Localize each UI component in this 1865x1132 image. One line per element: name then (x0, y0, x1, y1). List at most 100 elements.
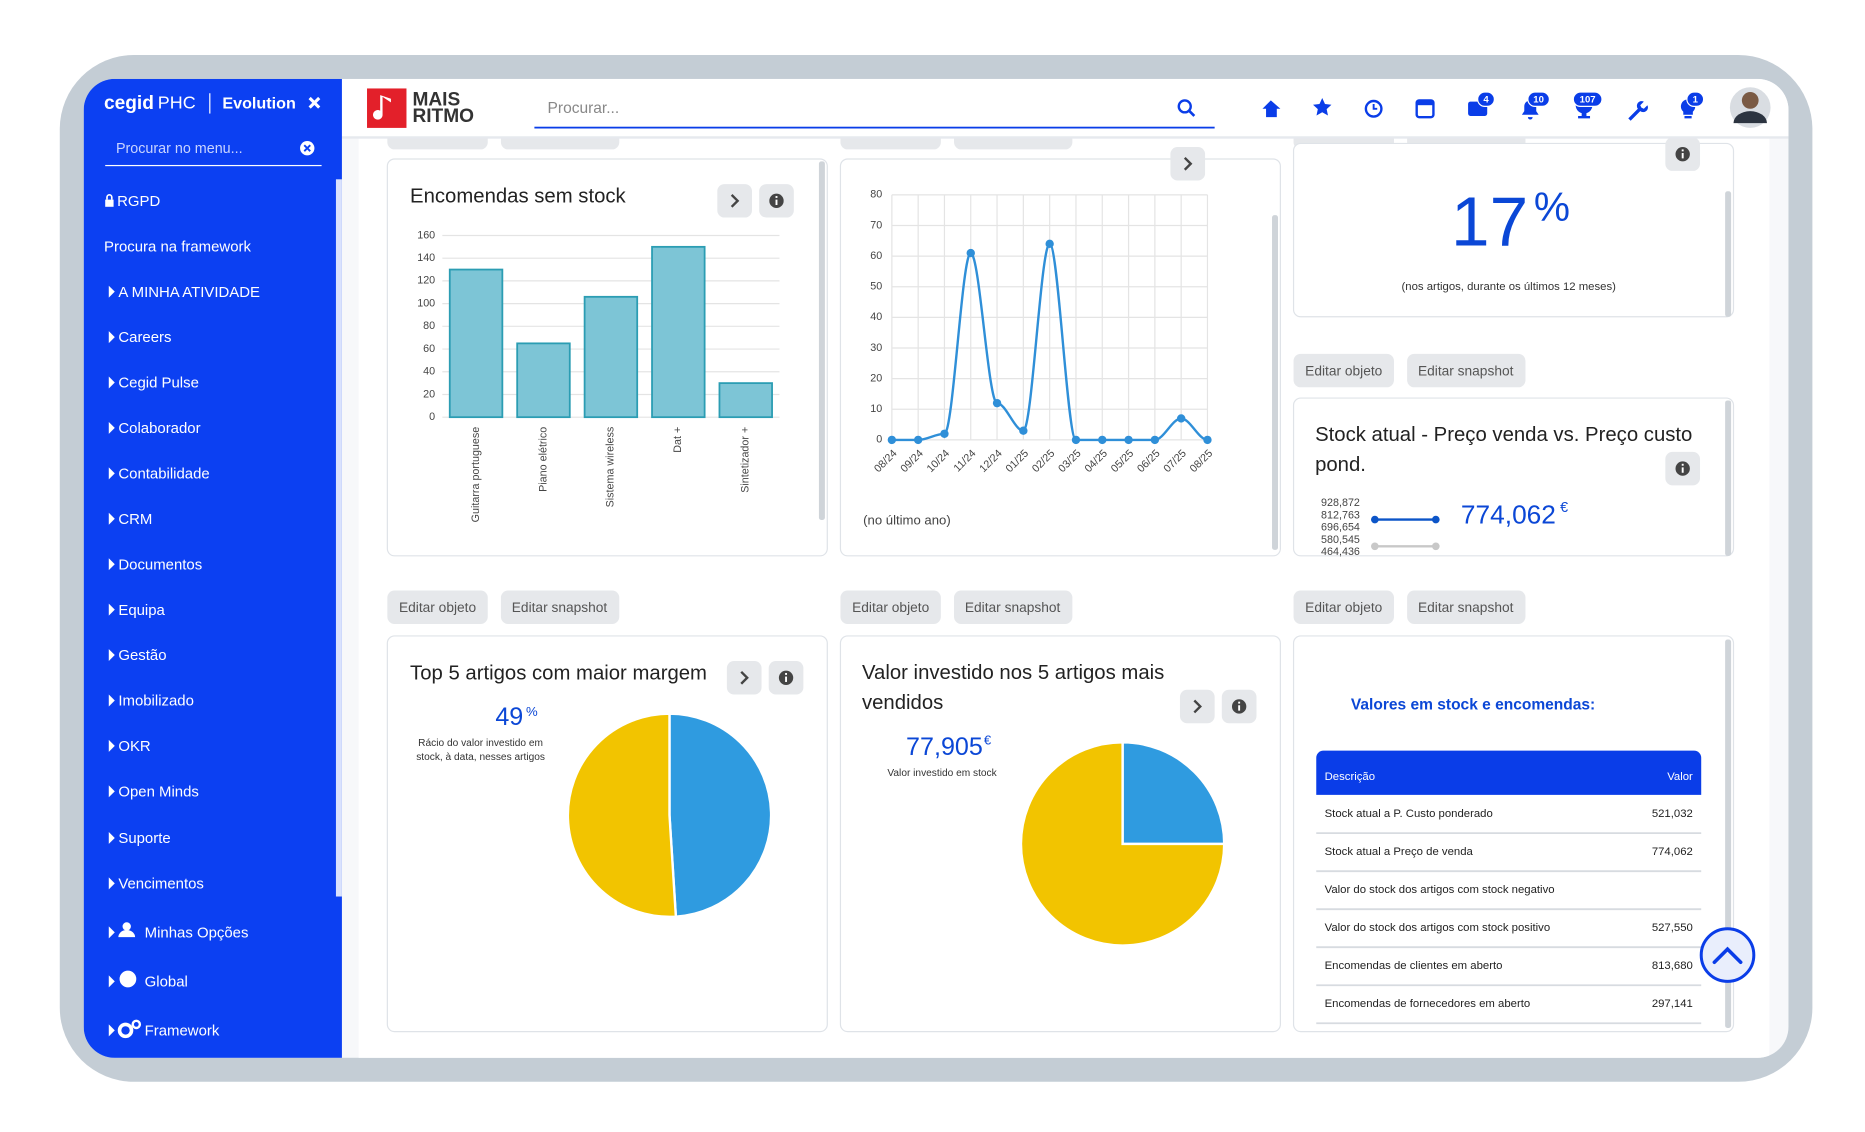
menu-item[interactable]: Careers (118, 329, 171, 346)
expand-icon (108, 694, 115, 707)
menu-item[interactable]: A MINHA ATIVIDADE (118, 284, 260, 301)
info-icon (775, 196, 778, 198)
button[interactable] (500, 590, 620, 624)
card (1292, 397, 1735, 557)
tools-icon[interactable] (1628, 101, 1648, 121)
menu-item[interactable]: CRM (118, 511, 152, 528)
menu-item[interactable]: Minhas Opções (145, 925, 249, 942)
info-icon (1681, 467, 1684, 473)
card (1292, 142, 1735, 318)
info-icon (1238, 701, 1241, 704)
x-tick-label: Piano elétrico (537, 427, 549, 492)
y-tick-label: 40 (870, 311, 882, 323)
menu-item[interactable]: Vencimentos (118, 876, 204, 893)
expand-icon (108, 785, 115, 798)
stock-unit: € (1560, 500, 1568, 516)
expand-icon (108, 512, 115, 525)
button[interactable] (387, 590, 488, 624)
expand-icon (108, 1024, 115, 1037)
y-tick-label: 80 (423, 320, 435, 332)
button-label: Editar snapshot (965, 600, 1061, 615)
menu-item[interactable]: Global (145, 974, 188, 991)
button-label: Editar snapshot (512, 600, 608, 615)
menu-item[interactable]: Imobilizado (118, 693, 194, 710)
y-tick-label: 580,545 (1321, 534, 1360, 546)
menu-item[interactable]: Open Minds (118, 783, 199, 800)
scroll-top-button[interactable] (1699, 927, 1756, 983)
search-underline[interactable] (534, 126, 1215, 129)
button[interactable] (1293, 353, 1394, 388)
next-button[interactable] (1170, 147, 1206, 181)
pie-note: Rácio do valor investido em stock, à dat… (416, 736, 545, 762)
point (1431, 515, 1440, 524)
menu-item[interactable]: Suporte (118, 830, 170, 847)
gears-icon (117, 1022, 134, 1039)
y-tick-label: 696,654 (1321, 522, 1360, 534)
scrollbar (1272, 215, 1279, 550)
menu-item[interactable]: Cegid Pulse (118, 375, 199, 392)
table-cell: Stock atual a Preço de venda (1325, 846, 1474, 858)
table-header (1316, 750, 1702, 795)
badge-count: 1 (1693, 94, 1699, 105)
expand-icon (108, 649, 115, 662)
table-cell: 297,141 (1652, 998, 1693, 1010)
point (1098, 435, 1107, 445)
y-tick-label: 160 (417, 229, 435, 241)
badge-count: 10 (1533, 94, 1544, 105)
point (913, 435, 923, 445)
menu-item[interactable]: Framework (145, 1023, 220, 1040)
point (887, 435, 897, 445)
home-icon[interactable] (1262, 100, 1281, 118)
menu-item[interactable]: Gestão (118, 647, 166, 664)
menu-item[interactable]: OKR (118, 738, 151, 755)
menu-search-underline[interactable] (105, 164, 322, 167)
badge-count: 4 (1483, 94, 1489, 105)
next-button[interactable] (1179, 689, 1215, 724)
history-icon (1372, 103, 1378, 110)
y-tick-label: 20 (870, 372, 882, 384)
history-icon[interactable] (1364, 99, 1383, 118)
button-label: Editar objeto (1305, 600, 1382, 615)
point (966, 248, 975, 258)
y-tick-label: 20 (423, 388, 435, 400)
pie-note: Valor investido em stock (887, 768, 997, 779)
y-tick-label: 812,763 (1321, 509, 1360, 521)
point (1019, 426, 1028, 435)
menu-item[interactable]: Colaborador (118, 420, 200, 437)
y-tick-label: 0 (429, 411, 435, 423)
y-tick-label: 120 (417, 275, 435, 287)
menu-item[interactable]: Procura na framework (104, 238, 251, 255)
table-cell: 774,062 (1652, 846, 1693, 858)
menu-item[interactable]: Contabilidade (118, 466, 209, 483)
button[interactable] (954, 590, 1073, 624)
pie-slice (668, 712, 773, 918)
button[interactable] (840, 590, 941, 624)
expand-icon (108, 975, 115, 988)
pie-kpi-value: 77,905 (906, 733, 983, 761)
button[interactable] (1293, 590, 1394, 624)
button-label: Editar objeto (399, 600, 476, 615)
pie-slice (1019, 741, 1226, 947)
expand-icon (108, 376, 115, 389)
x-tick-label: Sintetizador + (740, 427, 752, 493)
y-tick-label: 928,872 (1321, 497, 1360, 509)
search-icon[interactable] (1177, 99, 1192, 114)
menu-item[interactable]: Equipa (118, 602, 165, 619)
point (1431, 542, 1440, 551)
next-button[interactable] (717, 184, 752, 218)
menu-item[interactable]: RGPD (117, 193, 160, 210)
bar (516, 342, 571, 419)
pie-slice (566, 712, 678, 919)
y-tick-label: 30 (870, 342, 882, 354)
point (1071, 435, 1081, 445)
search-icon (1188, 110, 1196, 117)
next-button[interactable] (726, 661, 762, 695)
menu-item[interactable]: Documentos (118, 556, 202, 573)
button[interactable] (1407, 353, 1526, 388)
close-menu-icon[interactable] (308, 96, 321, 109)
next-icon (740, 670, 749, 685)
favorites-icon[interactable] (1313, 98, 1332, 116)
button[interactable] (1407, 590, 1526, 624)
kpi-unit: % (1534, 184, 1570, 230)
